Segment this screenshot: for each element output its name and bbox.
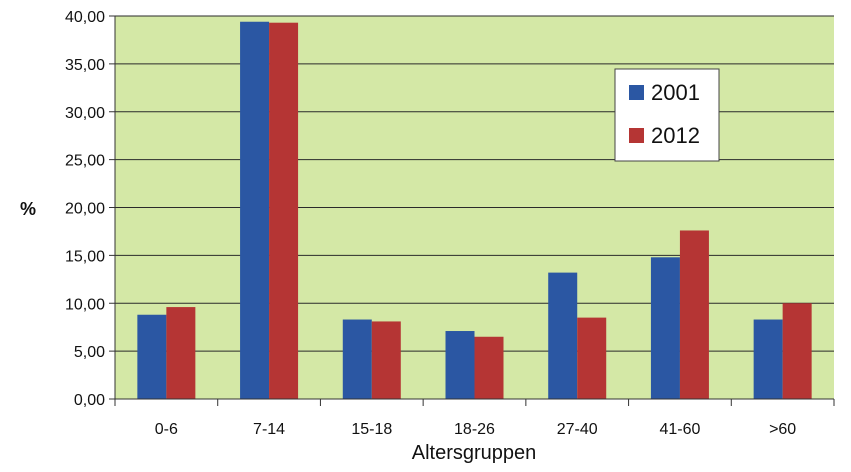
legend-label-2001: 2001	[651, 80, 700, 105]
x-tick-label: 0-6	[155, 421, 178, 438]
gridlines	[115, 15, 834, 352]
y-tick-label: 20,00	[65, 201, 105, 218]
x-tick-label: 18-26	[454, 421, 495, 438]
y-tick-label: 10,00	[65, 296, 105, 313]
y-tick-label: 5,00	[74, 344, 105, 361]
x-tick-label: 7-14	[253, 421, 285, 438]
bar-2012-0-6	[166, 307, 196, 399]
bar-2001-7-14	[240, 21, 270, 400]
bar-2012-15-18	[371, 321, 401, 399]
bar-2001-27-40	[548, 272, 578, 399]
x-tick-label: 15-18	[351, 421, 392, 438]
bar-2012->60	[782, 303, 812, 399]
y-axis-ticks: 0,00 5,00 10,00 15,00 20,00 25,00 30,00 35,00 40…	[65, 9, 115, 409]
legend-swatch-2001	[629, 85, 644, 100]
y-tick-label: 0,00	[74, 392, 105, 409]
legend: 2001 2012	[614, 68, 720, 162]
bars	[137, 21, 812, 400]
y-tick-label: 30,00	[65, 105, 105, 122]
bar-2001->60	[753, 319, 783, 399]
x-axis-ticks: 0-6 7-14 15-18 18-26 27-40 41-60 >60	[114, 399, 835, 438]
bar-2012-41-60	[679, 230, 709, 399]
bar-2001-15-18	[342, 319, 372, 399]
bar-2001-18-26	[445, 331, 475, 399]
y-tick-label: 40,00	[65, 9, 105, 26]
x-tick-label: 41-60	[659, 421, 700, 438]
bar-2012-18-26	[474, 336, 504, 399]
y-axis-label: %	[20, 199, 36, 219]
bar-2012-7-14	[269, 22, 299, 399]
y-tick-label: 35,00	[65, 57, 105, 74]
bar-2012-27-40	[577, 317, 607, 399]
bar-2001-0-6	[137, 314, 167, 399]
legend-label-2012: 2012	[651, 123, 700, 148]
legend-box	[614, 68, 720, 162]
y-tick-label: 15,00	[65, 248, 105, 265]
y-tick-label: 25,00	[65, 153, 105, 170]
bar-2001-41-60	[650, 257, 680, 399]
x-axis-label: Altersgruppen	[412, 442, 537, 464]
x-tick-label: 27-40	[557, 421, 598, 438]
legend-swatch-2012	[629, 128, 644, 143]
x-tick-label: >60	[769, 421, 796, 438]
